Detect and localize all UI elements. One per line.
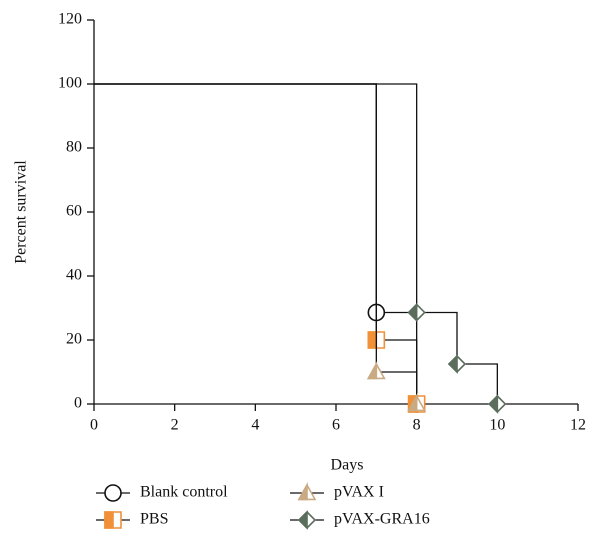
y-tick-label: 80: [66, 139, 82, 156]
marker: [104, 511, 122, 529]
survival-line: [94, 83, 498, 404]
y-tick-label: 20: [66, 331, 82, 348]
y-tick-label: 40: [66, 267, 82, 284]
marker: [367, 331, 386, 349]
survival-line: [94, 83, 418, 404]
marker: [447, 354, 467, 374]
marker: [407, 302, 426, 323]
x-tick-label: 0: [90, 417, 98, 434]
x-tick-label: 2: [171, 417, 179, 434]
marker: [104, 484, 122, 502]
marker: [297, 510, 317, 530]
x-tick-label: 10: [489, 417, 505, 434]
x-tick-label: 6: [332, 417, 340, 434]
x-tick-label: 4: [251, 417, 259, 434]
marker: [366, 360, 386, 380]
y-tick-label: 60: [66, 203, 82, 220]
survival-line: [94, 83, 418, 404]
y-axis-label: Percent survival: [13, 160, 30, 264]
x-axis-label: Days: [331, 457, 364, 474]
y-tick-label: 0: [74, 395, 82, 412]
x-tick-label: 12: [570, 417, 586, 434]
legend-label: Blank control: [140, 484, 228, 501]
legend-label: pVAX I: [334, 484, 384, 501]
marker: [407, 392, 427, 412]
marker: [488, 394, 507, 414]
legend-label: pVAX-GRA16: [334, 511, 430, 528]
y-tick-label: 100: [58, 75, 82, 92]
survival-line: [94, 83, 418, 404]
x-tick-label: 8: [413, 417, 421, 434]
marker: [297, 481, 317, 501]
y-tick-label: 120: [58, 11, 82, 28]
legend-label: PBS: [140, 511, 168, 528]
